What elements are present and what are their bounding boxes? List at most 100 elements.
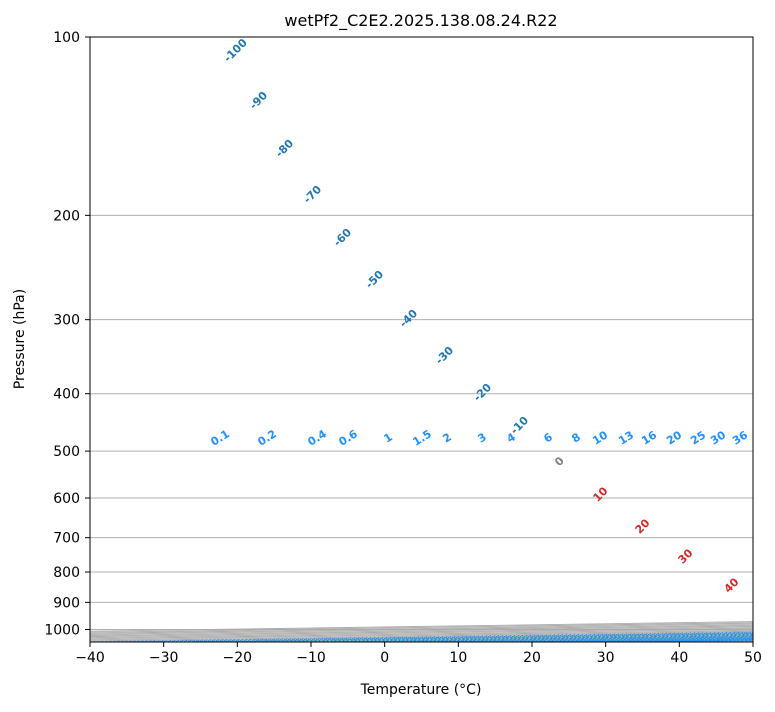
isotherm-label: -70	[301, 183, 324, 206]
mixing-ratio-line	[622, 451, 775, 642]
moist-adiabat-line	[341, 215, 775, 642]
isotherm-label: 40	[722, 575, 742, 595]
isotherm-line	[90, 37, 775, 642]
mixing-ratio-label: 10	[590, 428, 610, 447]
dry-adiabat-line	[487, 37, 775, 642]
isotherm-label: 0	[552, 454, 567, 469]
mixing-ratio-line	[546, 451, 775, 642]
x-tick-label: 30	[597, 650, 615, 666]
dry-adiabat-line	[337, 37, 775, 642]
moist-adiabat-line	[547, 215, 775, 642]
x-tick-label: 10	[449, 650, 467, 666]
mixing-ratio-line	[645, 451, 775, 642]
x-tick-label: 40	[670, 650, 688, 666]
isotherm-label: 10	[591, 484, 611, 504]
y-tick-label: 600	[53, 491, 80, 507]
isotherm-line	[0, 37, 775, 642]
mixing-ratio-line	[492, 451, 775, 642]
mixing-ratio-label: 3	[475, 430, 488, 445]
isotherm-line	[237, 37, 775, 642]
mixing-ratio-line	[263, 451, 775, 642]
moist-adiabats	[164, 215, 775, 642]
mixing-ratio-label: 2	[440, 430, 453, 445]
isotherm-label: -60	[331, 226, 354, 249]
moist-adiabat-line	[517, 215, 775, 642]
mixing-ratio-line	[326, 451, 775, 642]
mixing-ratio-lines	[82, 451, 775, 642]
mixing-ratio-label: 0.6	[336, 427, 360, 449]
moist-adiabat-line	[370, 215, 775, 642]
chart-title: wetPf2_C2E2.2025.138.08.24.R22	[284, 11, 557, 31]
isotherm-label: -50	[363, 268, 386, 291]
x-tick-label: 0	[380, 650, 389, 666]
mixing-ratio-label: 1.5	[410, 427, 433, 448]
mixing-ratio-label: 8	[569, 430, 582, 445]
mixing-ratio-line	[219, 451, 775, 642]
isotherm-line	[0, 37, 775, 642]
mixing-ratio-label: 16	[639, 428, 659, 447]
isotherm-line	[458, 37, 775, 642]
mixing-ratio-line	[468, 451, 775, 642]
isotherm-label: 20	[633, 516, 653, 536]
mixing-ratio-label: 6	[541, 430, 555, 445]
mixing-ratio-label: 1	[381, 430, 394, 445]
isotherms	[0, 37, 775, 642]
mixing-ratio-line	[436, 451, 775, 642]
mixing-ratio-label: 25	[688, 428, 708, 447]
mixing-ratio-label: 36	[730, 428, 750, 447]
x-tick-label: −20	[223, 650, 253, 666]
isotherm-line	[0, 37, 775, 642]
isotherm-label: -40	[397, 307, 420, 330]
isotherm-line	[753, 37, 775, 642]
y-tick-label: 100	[53, 30, 80, 46]
isotherm-label: -100	[221, 36, 250, 65]
y-tick-label: 500	[53, 444, 80, 460]
isotherm-line	[0, 37, 775, 642]
dry-adiabat-line	[711, 37, 775, 642]
isotherm-line	[385, 37, 775, 642]
x-tick-label: 20	[523, 650, 541, 666]
x-tick-label: −10	[296, 650, 326, 666]
mixing-ratio-line	[82, 451, 775, 642]
mixing-ratio-line	[299, 451, 775, 642]
y-tick-label: 1000	[44, 622, 80, 638]
mixing-ratio-line	[600, 451, 775, 642]
isotherm-line	[311, 37, 775, 642]
mixing-ratio-line	[394, 451, 775, 642]
y-tick-label: 400	[53, 387, 80, 403]
moist-adiabat-line	[399, 215, 775, 642]
isotherm-line	[0, 37, 775, 642]
y-tick-label: 300	[53, 313, 80, 329]
mixing-ratio-label: 0.2	[255, 427, 278, 448]
x-axis-label: Temperature (°C)	[360, 682, 482, 698]
isotherm-label: -30	[433, 344, 456, 367]
x-tick-label: 50	[744, 650, 762, 666]
pressure-gridlines	[90, 37, 753, 629]
mixing-ratio-label: 20	[664, 428, 684, 447]
isotherm-line	[0, 37, 775, 642]
moist-adiabat-line	[635, 215, 775, 642]
isotherm-line	[0, 37, 775, 642]
y-tick-label: 700	[53, 531, 80, 547]
mixing-ratio-label: 0.4	[305, 427, 329, 449]
mixing-ratio-line	[522, 451, 775, 642]
isotherm-line	[0, 37, 775, 642]
y-tick-label: 900	[53, 595, 80, 611]
isotherm-label: 30	[676, 546, 696, 566]
moist-adiabat-line	[606, 215, 775, 642]
mixing-ratio-label: 0.1	[208, 427, 231, 448]
isotherm-line	[0, 37, 775, 642]
isotherm-label: -80	[273, 137, 296, 160]
moist-adiabat-line	[164, 215, 775, 642]
y-axis-label: Pressure (hPa)	[12, 289, 28, 389]
mixing-ratio-label: 30	[708, 428, 728, 447]
isotherm-line	[679, 37, 775, 642]
dry-adiabat-line	[636, 37, 775, 642]
isotherm-line	[532, 37, 775, 642]
x-tick-label: −40	[75, 650, 105, 666]
moist-adiabat-line	[193, 215, 775, 642]
moist-adiabat-line	[223, 215, 775, 642]
